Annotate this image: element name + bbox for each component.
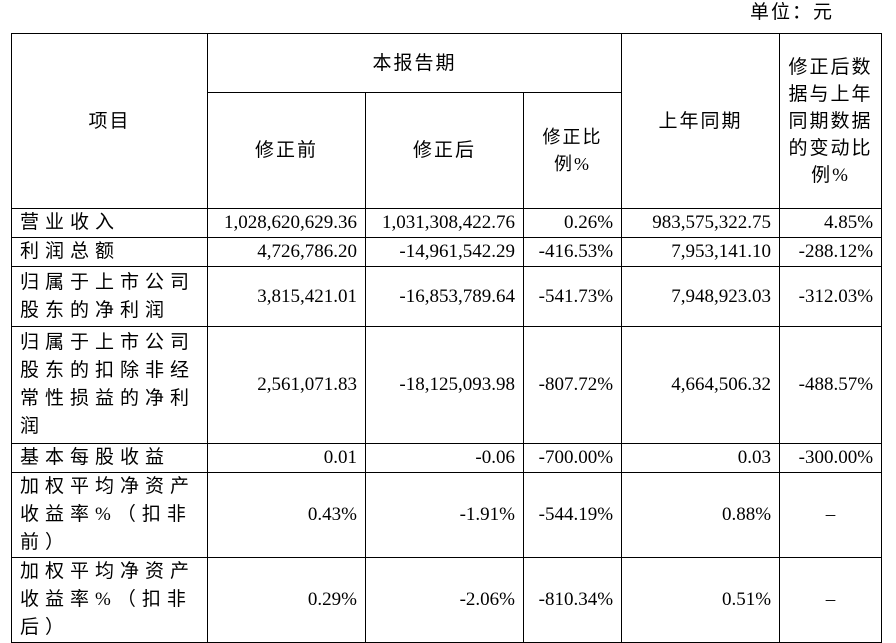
row-name: 营业收入 bbox=[11, 208, 208, 238]
table-row: 加权平均净资产收益率%（扣非前） 0.43% -1.91% -544.19% 0… bbox=[11, 472, 883, 558]
cell-change: – bbox=[779, 557, 883, 643]
cell-last-year: 0.03 bbox=[621, 443, 781, 473]
cell-after: -0.06 bbox=[365, 443, 524, 473]
cell-change: 4.85% bbox=[779, 208, 883, 238]
cell-after: -18,125,093.98 bbox=[365, 326, 524, 444]
header-after: 修正后 bbox=[365, 92, 524, 209]
cell-change: -300.00% bbox=[779, 443, 883, 473]
cell-ratio: -541.73% bbox=[522, 266, 623, 327]
cell-after: -14,961,542.29 bbox=[365, 237, 524, 267]
table-row: 基本每股收益 0.01 -0.06 -700.00% 0.03 -300.00% bbox=[11, 443, 883, 473]
cell-ratio: -810.34% bbox=[522, 557, 623, 643]
header-row-1: 项目 本报告期 上年同期 修正后数据与上年同期数据的变动比例% bbox=[11, 33, 883, 209]
table-row: 归属于上市公司股东的扣除非经常性损益的净利润 2,561,071.83 -18,… bbox=[11, 326, 883, 444]
cell-before: 0.01 bbox=[207, 443, 366, 473]
unit-label: 单位：元 bbox=[749, 2, 834, 23]
cell-before: 2,561,071.83 bbox=[207, 326, 366, 444]
table-row: 加权平均净资产收益率%（扣非后） 0.29% -2.06% -810.34% 0… bbox=[11, 557, 883, 643]
table-row: 归属于上市公司股东的净利润 3,815,421.01 -16,853,789.6… bbox=[11, 266, 883, 327]
table-row: 利润总额 4,726,786.20 -14,961,542.29 -416.53… bbox=[11, 237, 883, 267]
cell-change: – bbox=[779, 472, 883, 558]
header-last-year: 上年同期 bbox=[621, 33, 781, 209]
cell-last-year: 7,948,923.03 bbox=[621, 266, 781, 327]
cell-before: 1,028,620,629.36 bbox=[207, 208, 366, 238]
cell-after: 1,031,308,422.76 bbox=[365, 208, 524, 238]
performance-correction-table: 项目 本报告期 上年同期 修正后数据与上年同期数据的变动比例% 修正前 修正后 … bbox=[11, 33, 883, 643]
cell-ratio: -416.53% bbox=[522, 237, 623, 267]
header-before: 修正前 bbox=[207, 92, 366, 209]
row-name: 利润总额 bbox=[11, 237, 208, 267]
header-correction-ratio: 修正比例% bbox=[522, 92, 623, 209]
row-name: 加权平均净资产收益率%（扣非前） bbox=[11, 472, 208, 558]
cell-ratio: -807.72% bbox=[522, 326, 623, 444]
header-current-period: 本报告期 bbox=[206, 33, 623, 93]
row-name: 归属于上市公司股东的扣除非经常性损益的净利润 bbox=[11, 326, 208, 444]
cell-last-year: 4,664,506.32 bbox=[621, 326, 781, 444]
row-name: 归属于上市公司股东的净利润 bbox=[11, 266, 208, 327]
cell-last-year: 7,953,141.10 bbox=[621, 237, 781, 267]
cell-last-year: 0.51% bbox=[621, 557, 781, 643]
cell-ratio: 0.26% bbox=[522, 208, 623, 238]
header-change-ratio: 修正后数据与上年同期数据的变动比例% bbox=[779, 33, 883, 209]
cell-before: 3,815,421.01 bbox=[207, 266, 366, 327]
cell-ratio: -544.19% bbox=[522, 472, 623, 558]
cell-after: -1.91% bbox=[365, 472, 524, 558]
table-row: 营业收入 1,028,620,629.36 1,031,308,422.76 0… bbox=[11, 208, 883, 238]
cell-ratio: -700.00% bbox=[522, 443, 623, 473]
row-name: 加权平均净资产收益率%（扣非后） bbox=[11, 557, 208, 643]
header-item: 项目 bbox=[11, 33, 208, 209]
cell-before: 4,726,786.20 bbox=[207, 237, 366, 267]
cell-change: -288.12% bbox=[779, 237, 883, 267]
cell-before: 0.43% bbox=[207, 472, 366, 558]
cell-change: -488.57% bbox=[779, 326, 883, 444]
cell-change: -312.03% bbox=[779, 266, 883, 327]
cell-after: -2.06% bbox=[365, 557, 524, 643]
cell-after: -16,853,789.64 bbox=[365, 266, 524, 327]
row-name: 基本每股收益 bbox=[11, 443, 208, 473]
cell-last-year: 0.88% bbox=[621, 472, 781, 558]
header-row-2: 修正前 修正后 修正比例% bbox=[12, 92, 882, 209]
cell-before: 0.29% bbox=[207, 557, 366, 643]
cell-last-year: 983,575,322.75 bbox=[621, 208, 781, 238]
